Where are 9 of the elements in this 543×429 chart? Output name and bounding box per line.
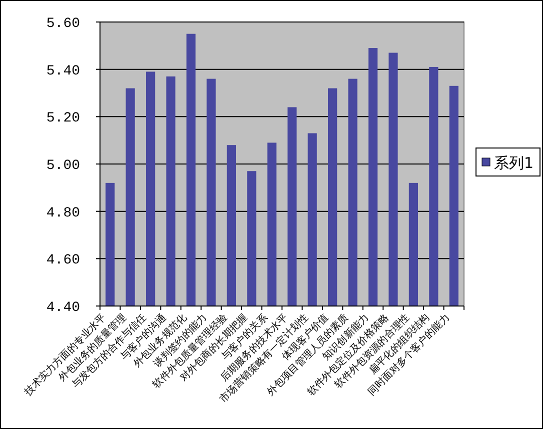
y-tick-label: 5.60 bbox=[46, 16, 80, 32]
y-tick-label: 5.00 bbox=[46, 158, 80, 174]
y-tick-label: 5.20 bbox=[46, 110, 80, 127]
y-tick-label: 5.40 bbox=[46, 63, 80, 80]
legend: 系列1 bbox=[476, 148, 540, 176]
y-tick-label: 4.80 bbox=[46, 205, 80, 222]
y-tick-label: 4.40 bbox=[46, 300, 80, 316]
legend-label: 系列1 bbox=[494, 154, 534, 172]
y-tick-label: 4.60 bbox=[46, 252, 80, 269]
